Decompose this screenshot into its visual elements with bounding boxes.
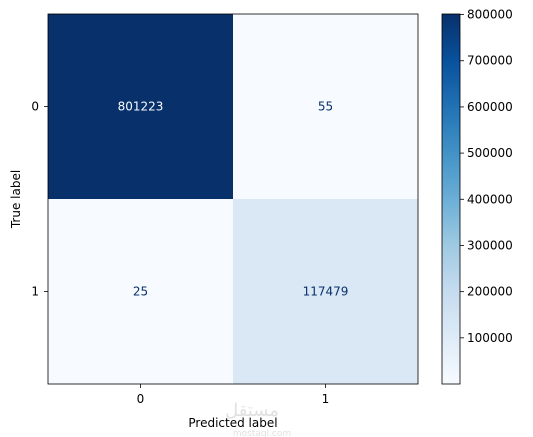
watermark: مستقل mostaql.com (225, 400, 291, 437)
x-tick-label: 0 (137, 392, 145, 406)
axis-ticks: 0 1 0 1 (31, 100, 329, 407)
colorbar-tick-label: 300000 (467, 238, 513, 252)
y-tick-label: 0 (31, 100, 39, 114)
plot-frame (47, 13, 419, 385)
matrix-cell-0-1 (233, 14, 418, 199)
cell-value-label-1-0: 25 (133, 285, 148, 299)
matrix-cells: 801223 55 25 117479 (48, 14, 418, 384)
colorbar-tick-label: 200000 (467, 285, 513, 299)
colorbar-ticks: 100000 200000 300000 400000 500000 600000 7000… (460, 8, 513, 345)
cell-value-label-0-0: 801223 (118, 100, 164, 114)
colorbar (441, 13, 461, 385)
cell-value-label-0-1: 55 (318, 100, 333, 114)
matrix-cell-0-0 (48, 14, 233, 199)
y-axis-label: True label (9, 170, 23, 229)
colorbar-tick-label: 400000 (467, 192, 513, 206)
colorbar-tick-label: 500000 (467, 146, 513, 160)
matrix-cell-1-0 (48, 199, 233, 384)
x-tick-label: 1 (322, 392, 330, 406)
y-tick-label: 1 (31, 285, 39, 299)
colorbar-tick-label: 100000 (467, 331, 513, 345)
cell-value-label-1-1: 117479 (303, 285, 349, 299)
colorbar-tick-label: 600000 (467, 100, 513, 114)
watermark-main: مستقل (225, 400, 279, 421)
x-axis-label: Predicted label (188, 416, 277, 430)
colorbar-tick-label: 700000 (467, 54, 513, 68)
matrix-cell-1-1 (233, 199, 418, 384)
colorbar-tick-label: 800000 (467, 8, 513, 22)
watermark-sub: mostaql.com (233, 429, 291, 437)
